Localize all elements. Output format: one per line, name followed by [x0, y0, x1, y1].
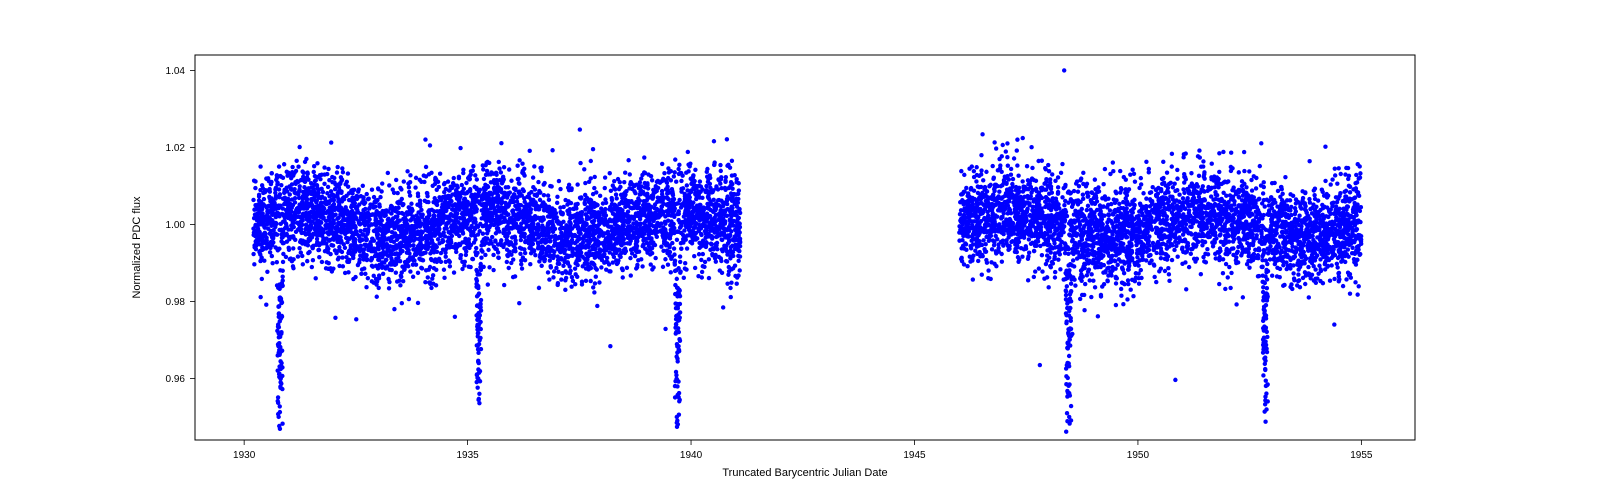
x-axis-label: Truncated Barycentric Julian Date [722, 467, 887, 479]
x-tick-label: 1930 [233, 450, 256, 461]
chart-svg: 1930 1935 1940 1945 1950 1955 0.96 0.98 1.00 1.02… [0, 0, 1600, 500]
x-tick-label: 1940 [680, 450, 703, 461]
y-tick-label: 0.98 [166, 297, 186, 308]
y-tick-label: 1.00 [166, 220, 186, 231]
y-tick-label: 1.02 [166, 143, 186, 154]
y-axis-label: Normalized PDC flux [131, 196, 143, 299]
y-tick-label: 0.96 [166, 374, 186, 385]
x-tick-label: 1955 [1350, 450, 1373, 461]
light-curve-chart: 1930 1935 1940 1945 1950 1955 0.96 0.98 1.00 1.02… [0, 0, 1600, 500]
outlier-point [1062, 68, 1066, 72]
x-tick-label: 1950 [1127, 450, 1150, 461]
x-tick-label: 1945 [903, 450, 926, 461]
y-tick-label: 1.04 [166, 66, 186, 77]
x-tick-label: 1935 [456, 450, 479, 461]
